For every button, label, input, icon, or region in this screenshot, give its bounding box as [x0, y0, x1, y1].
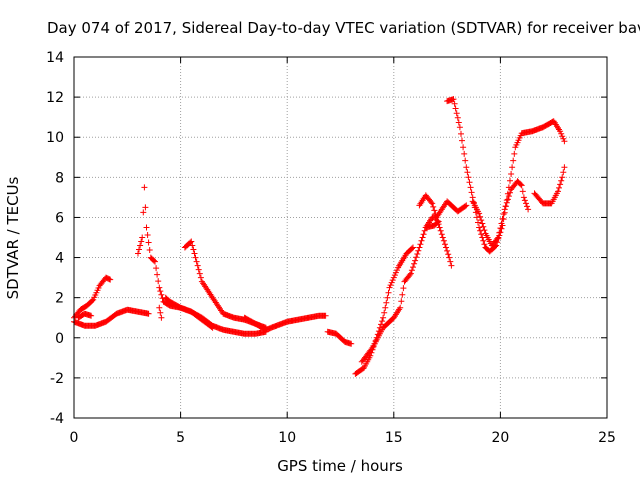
plus-markers [162, 294, 216, 331]
y-tick-label: 6 [55, 210, 64, 226]
x-tick-label: 25 [598, 430, 616, 446]
x-tick-label: 10 [278, 430, 296, 446]
plus-markers [444, 96, 568, 255]
data-points [71, 96, 568, 377]
data-track [358, 214, 455, 365]
plus-markers [416, 192, 470, 221]
plot-frame [73, 56, 608, 419]
plus-markers [469, 178, 532, 249]
data-track [531, 164, 568, 207]
x-tick-label: 15 [385, 430, 403, 446]
grid [74, 57, 607, 418]
data-track [444, 96, 568, 255]
y-tick-label: 12 [46, 90, 64, 106]
plus-markers [352, 244, 416, 377]
y-tick-label: -2 [50, 371, 64, 387]
x-tick-label: 5 [176, 430, 185, 446]
x-tick-label: 20 [491, 430, 509, 446]
plus-markers [531, 164, 568, 207]
plus-markers [135, 184, 269, 337]
x-axis-label: GPS time / hours [277, 457, 403, 475]
plus-markers [75, 310, 95, 321]
data-track [241, 314, 269, 331]
plus-markers [358, 214, 455, 365]
x-tick-label: 0 [70, 430, 79, 446]
data-track [469, 178, 532, 249]
data-track [135, 184, 269, 337]
y-tick-label: 0 [55, 331, 64, 347]
data-track [352, 244, 416, 377]
y-axis-label: SDTVAR / TECUs [4, 176, 22, 299]
data-track [422, 218, 442, 231]
data-track [162, 294, 216, 331]
data-track [324, 328, 355, 347]
plus-markers [324, 328, 355, 347]
data-track [416, 192, 470, 221]
plus-markers [241, 314, 269, 331]
y-tick-label: -4 [50, 411, 64, 427]
y-tick-label: 14 [46, 50, 64, 66]
y-tick-label: 4 [55, 251, 64, 267]
y-tick-label: 8 [55, 170, 64, 186]
data-track [75, 310, 95, 321]
data-track [156, 304, 165, 321]
chart-title: Day 074 of 2017, Sidereal Day-to-day VTE… [47, 19, 640, 37]
plus-markers [156, 304, 165, 321]
plus-markers [422, 218, 442, 231]
y-tick-label: 2 [55, 291, 64, 307]
ticks: 0 5 10 15 20 25 -4 -2 0 2 4 6 8 10 12 14 [46, 50, 616, 446]
y-tick-label: 10 [46, 130, 64, 146]
